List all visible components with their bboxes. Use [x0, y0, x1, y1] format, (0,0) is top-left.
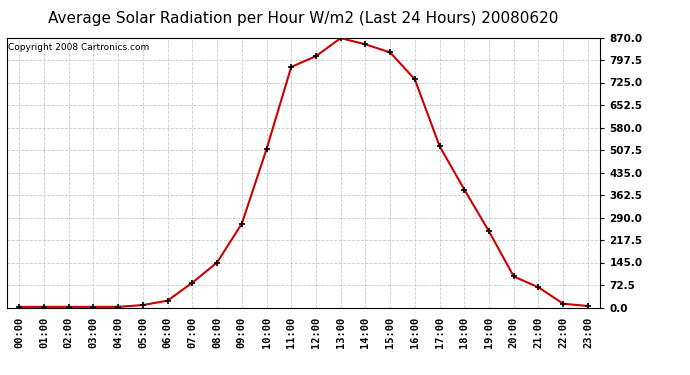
Text: Average Solar Radiation per Hour W/m2 (Last 24 Hours) 20080620: Average Solar Radiation per Hour W/m2 (L… [48, 11, 559, 26]
Text: Copyright 2008 Cartronics.com: Copyright 2008 Cartronics.com [8, 43, 149, 52]
